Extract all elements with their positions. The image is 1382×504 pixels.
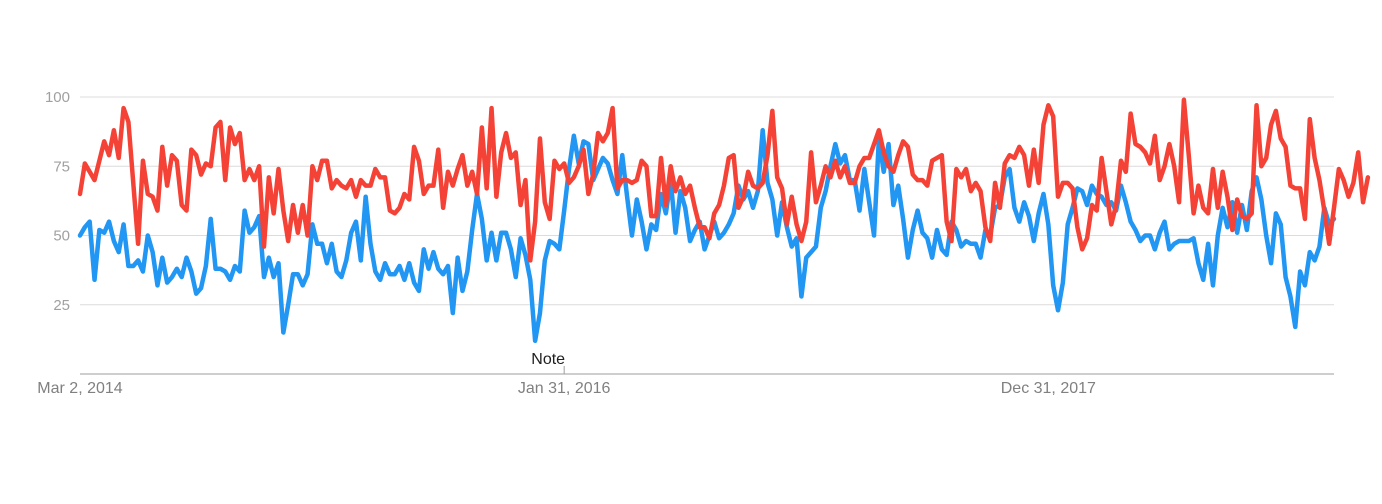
x-tick-label-3: Dec 31, 2017: [1001, 380, 1096, 397]
y-tick-label-50: 50: [53, 228, 70, 245]
y-tick-label-100: 100: [45, 89, 70, 106]
annotation-note[interactable]: Note: [531, 351, 565, 374]
x-tick-label-1: Mar 2, 2014: [37, 380, 122, 397]
y-tick-label-25: 25: [53, 297, 70, 314]
series-lines: [77, 97, 1371, 344]
y-tick-labels: 25 50 75 100: [45, 89, 70, 314]
series-line-2: [77, 97, 1371, 263]
x-tick-labels: Mar 2, 2014 Jan 31, 2016 Dec 31, 2017: [37, 380, 1096, 397]
x-tick-label-2: Jan 31, 2016: [518, 380, 611, 397]
note-label[interactable]: Note: [531, 351, 565, 368]
y-tick-label-75: 75: [53, 158, 70, 175]
series-line-1: [77, 127, 1337, 344]
